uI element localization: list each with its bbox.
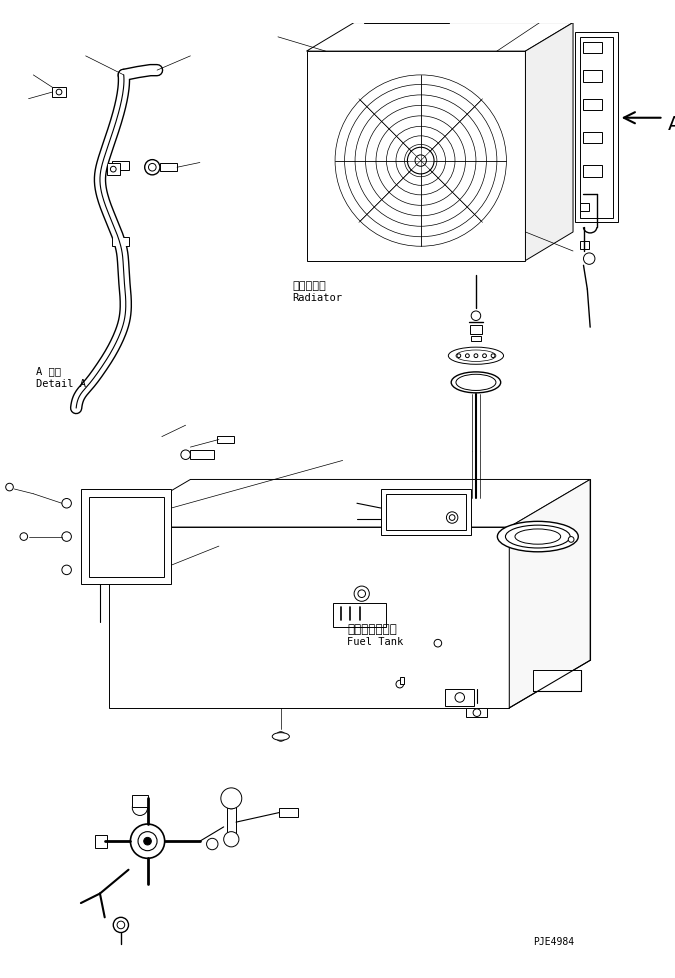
Bar (381, 489, 471, 535)
Circle shape (457, 354, 461, 358)
Circle shape (181, 451, 190, 460)
Text: Radiator: Radiator (292, 292, 342, 302)
Bar (190, 451, 214, 460)
Bar (580, 243, 589, 249)
Polygon shape (81, 489, 171, 585)
Polygon shape (525, 23, 573, 261)
Bar (470, 326, 482, 334)
Circle shape (20, 533, 28, 541)
Circle shape (221, 788, 242, 809)
Bar (279, 808, 298, 818)
Circle shape (5, 484, 14, 491)
Bar (446, 689, 474, 706)
Polygon shape (575, 33, 618, 223)
Ellipse shape (448, 348, 504, 365)
Bar (333, 603, 385, 627)
Bar (217, 436, 234, 444)
Bar (364, 0, 450, 23)
Bar (227, 803, 236, 841)
Circle shape (56, 90, 62, 96)
Ellipse shape (451, 373, 501, 393)
Polygon shape (649, 110, 664, 128)
Circle shape (225, 798, 237, 809)
Bar (583, 133, 601, 145)
Circle shape (113, 917, 128, 933)
Text: Fuel Tank: Fuel Tank (348, 636, 404, 645)
Ellipse shape (497, 522, 578, 553)
Circle shape (471, 312, 481, 321)
Circle shape (583, 253, 595, 265)
Bar (533, 670, 580, 691)
Polygon shape (306, 23, 573, 52)
Bar (53, 88, 65, 98)
Bar (583, 71, 601, 82)
Bar (580, 204, 589, 212)
Circle shape (446, 512, 458, 523)
Text: フェエルタンク: フェエルタンク (348, 623, 398, 636)
Ellipse shape (456, 375, 496, 391)
Ellipse shape (506, 525, 570, 549)
Circle shape (117, 921, 125, 929)
Bar (385, 494, 466, 530)
Bar (95, 834, 107, 848)
Text: A: A (668, 114, 675, 134)
Circle shape (473, 709, 481, 717)
Circle shape (144, 160, 160, 176)
Circle shape (455, 693, 464, 702)
Circle shape (62, 565, 72, 575)
Circle shape (358, 591, 366, 598)
Bar (112, 238, 130, 247)
Text: ラジエータ: ラジエータ (292, 281, 326, 290)
Bar (107, 164, 120, 176)
Circle shape (434, 640, 441, 647)
Circle shape (207, 838, 218, 850)
Polygon shape (509, 480, 590, 708)
Ellipse shape (456, 351, 496, 362)
Circle shape (491, 354, 495, 358)
Circle shape (223, 832, 239, 847)
Circle shape (62, 532, 72, 542)
Bar (580, 38, 613, 218)
Ellipse shape (272, 733, 290, 740)
Circle shape (276, 732, 286, 741)
Circle shape (132, 800, 148, 816)
Text: Detail A: Detail A (36, 378, 86, 388)
Bar (132, 796, 148, 807)
Circle shape (62, 499, 72, 509)
Bar (583, 100, 601, 111)
Bar (466, 708, 487, 718)
Text: A 詳細: A 詳細 (36, 366, 61, 376)
Circle shape (148, 164, 156, 172)
Circle shape (568, 537, 574, 543)
Circle shape (375, 5, 390, 20)
Circle shape (396, 681, 404, 689)
Circle shape (483, 354, 487, 358)
Circle shape (408, 148, 434, 175)
Circle shape (354, 587, 369, 601)
Bar (112, 161, 130, 171)
Polygon shape (109, 480, 590, 527)
Bar (400, 678, 404, 685)
Bar (583, 43, 601, 54)
Circle shape (466, 354, 469, 358)
Circle shape (111, 167, 116, 173)
Circle shape (415, 156, 427, 167)
Bar (583, 166, 601, 178)
Polygon shape (109, 527, 509, 708)
Bar (471, 336, 481, 342)
Text: PJE4984: PJE4984 (533, 936, 574, 947)
Circle shape (138, 832, 157, 851)
Polygon shape (88, 497, 164, 577)
Ellipse shape (515, 529, 561, 545)
Circle shape (474, 354, 478, 358)
Circle shape (144, 837, 151, 845)
Bar (160, 164, 177, 172)
Circle shape (450, 515, 455, 521)
Circle shape (130, 824, 165, 859)
Polygon shape (306, 52, 525, 261)
Bar (402, 5, 435, 22)
